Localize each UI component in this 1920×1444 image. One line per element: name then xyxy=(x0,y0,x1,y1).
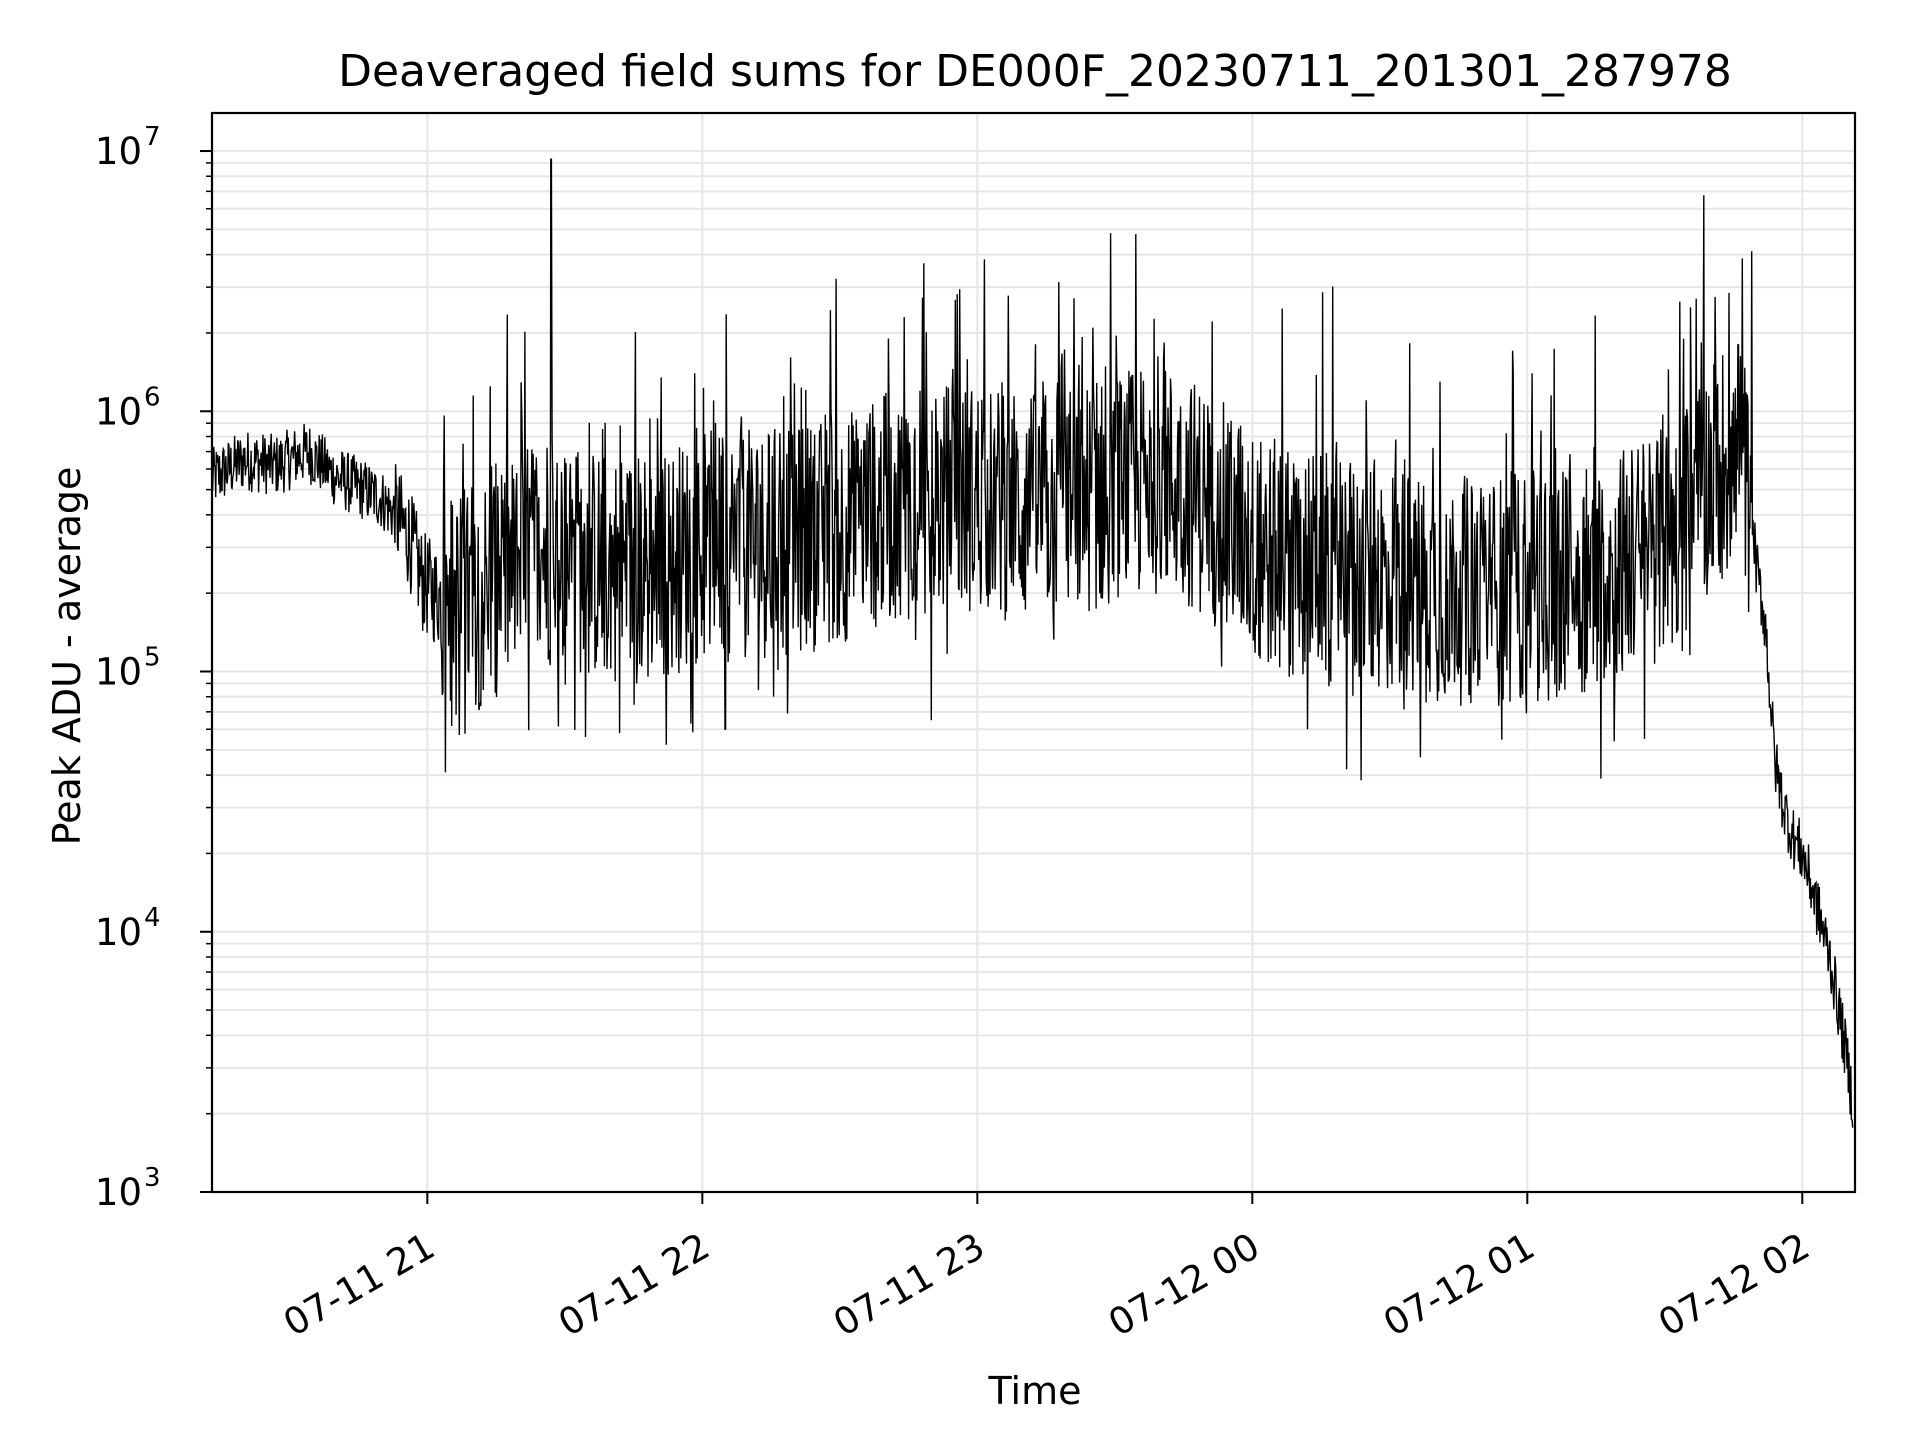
y-tick-exponent: 3 xyxy=(144,1163,161,1193)
chart-title: Deaveraged field sums for DE000F_2023071… xyxy=(338,46,1732,97)
y-axis-label: Peak ADU - average xyxy=(45,467,89,846)
y-tick-exponent: 7 xyxy=(144,122,161,152)
y-tick-label: 10 xyxy=(95,651,142,694)
y-tick-exponent: 4 xyxy=(144,903,161,933)
y-tick-label: 10 xyxy=(95,390,142,433)
series-line xyxy=(211,158,1854,1128)
y-tick-exponent: 5 xyxy=(144,643,161,673)
y-tick-exponent: 6 xyxy=(144,382,161,412)
x-axis-label: Time xyxy=(988,1369,1082,1413)
y-tick-label: 10 xyxy=(95,130,142,173)
y-tick-label: 10 xyxy=(95,1171,142,1214)
y-tick-label: 10 xyxy=(95,911,142,954)
series-layer xyxy=(211,158,1854,1128)
plot-frame xyxy=(210,111,1857,1194)
